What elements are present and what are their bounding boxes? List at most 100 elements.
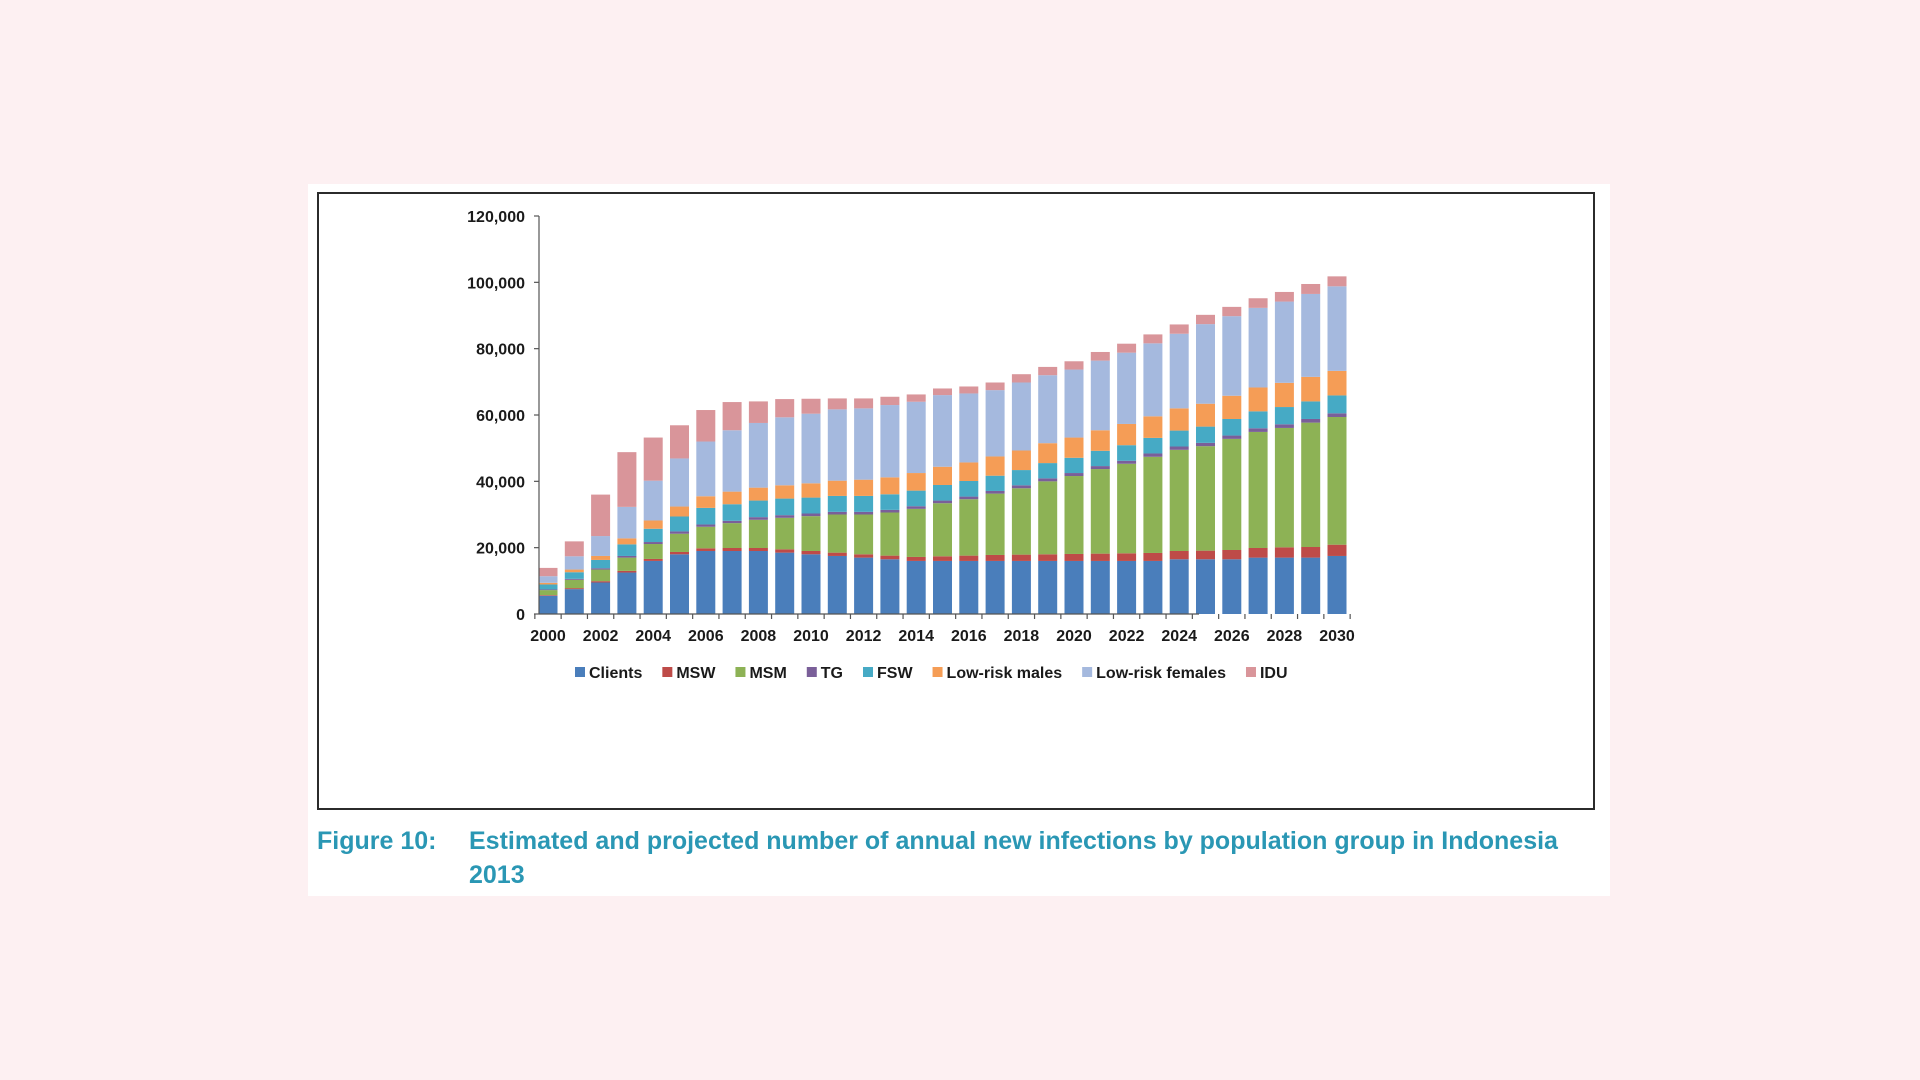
legend-label-idu: IDU [1260, 665, 1288, 682]
bar-segment-low-risk-males-2010 [801, 483, 821, 498]
bar-segment-msm-2014 [906, 508, 926, 557]
bar-segment-low-risk-females-2026 [1222, 316, 1242, 396]
bar-segment-msw-2005 [670, 551, 689, 555]
x-tick-label: 2030 [1319, 628, 1355, 645]
bar-segment-fsw-2022 [1117, 445, 1137, 461]
bar-segment-msw-2003 [617, 570, 637, 573]
bar-segment-msm-2023 [1143, 456, 1163, 553]
bar-segment-clients-2017 [985, 560, 1005, 614]
bar-segment-idu-2014 [906, 394, 926, 402]
axes-layer: 0 20,000 40,000 60,000 80,000 100,000 120,000 2… [467, 209, 1355, 645]
bar-segment-low-risk-males-2015 [933, 466, 952, 485]
bar-segment-fsw-2027 [1248, 411, 1268, 429]
bar-segment-fsw-2016 [959, 481, 979, 497]
legend-label-msm: MSM [749, 665, 786, 682]
bar-segment-low-risk-females-2003 [617, 506, 637, 539]
bar-segment-clients-2021 [1090, 560, 1110, 614]
bar-segment-msm-2010 [801, 516, 821, 551]
bar-segment-tg-2024 [1169, 446, 1189, 450]
bar-stack-2010 [801, 398, 821, 614]
bar-segment-idu-2015 [933, 388, 952, 396]
bar-segment-low-risk-males-2019 [1038, 443, 1058, 464]
bar-segment-low-risk-females-2022 [1117, 352, 1137, 424]
bar-segment-clients-2009 [775, 552, 795, 614]
bar-segment-msm-2017 [985, 493, 1005, 555]
bar-segment-tg-2025 [1196, 442, 1215, 447]
bar-segment-clients-2019 [1038, 560, 1058, 614]
bar-segment-idu-2022 [1117, 343, 1137, 353]
bar-segment-clients-2006 [696, 550, 716, 614]
bar-segment-low-risk-females-2023 [1143, 343, 1163, 417]
caption-text: Estimated and projected number of annual… [469, 827, 1558, 889]
bar-segment-clients-2025 [1196, 559, 1215, 614]
bar-segment-idu-2026 [1222, 306, 1242, 317]
bar-segment-low-risk-males-2005 [670, 506, 689, 517]
bar-segment-low-risk-males-2022 [1117, 423, 1137, 446]
bar-segment-idu-2024 [1169, 324, 1189, 334]
bar-segment-idu-2012 [854, 398, 874, 409]
bar-segment-tg-2007 [722, 520, 742, 524]
bar-segment-tg-2022 [1117, 460, 1137, 464]
x-tick-label: 2014 [898, 628, 934, 645]
legend-swatch-fsw [863, 667, 873, 677]
bar-segment-msm-2013 [880, 512, 900, 556]
bar-segment-idu-2006 [696, 410, 716, 442]
bar-stack-2008 [748, 401, 768, 614]
legend-label-clients: Clients [589, 665, 642, 682]
bar-segment-tg-2013 [880, 509, 900, 513]
bar-segment-low-risk-females-2007 [722, 430, 742, 492]
bar-segment-idu-2027 [1248, 298, 1268, 308]
bar-segment-msw-2014 [906, 556, 926, 561]
bar-segment-low-risk-females-2009 [775, 417, 795, 486]
bar-segment-idu-2025 [1196, 314, 1215, 325]
bar-segment-fsw-2004 [643, 528, 663, 543]
bar-segment-msw-2002 [591, 581, 611, 583]
legend-swatch-low-risk-males [932, 667, 943, 677]
bar-segment-msw-2011 [827, 552, 847, 556]
bar-stack-2002 [591, 494, 611, 614]
y-tick-label: 20,000 [476, 541, 525, 558]
bar-segment-low-risk-females-2018 [1011, 382, 1031, 451]
caption-label: Figure 10: [317, 827, 437, 855]
bar-segment-tg-2029 [1301, 418, 1321, 423]
bar-segment-msm-2027 [1248, 431, 1268, 548]
bar-stack-2027 [1248, 298, 1268, 614]
bar-segment-low-risk-males-2023 [1143, 416, 1163, 438]
bar-stack-2022 [1117, 343, 1137, 614]
bar-segment-low-risk-females-2008 [748, 422, 768, 488]
bar-segment-tg-2002 [591, 568, 611, 570]
bar-stack-2015 [933, 388, 952, 614]
bar-segment-fsw-2025 [1196, 426, 1215, 443]
bar-segment-low-risk-females-2028 [1274, 301, 1294, 383]
bar-segment-msw-2023 [1143, 552, 1163, 561]
legend-label-tg: TG [821, 665, 843, 682]
bar-segment-idu-2028 [1274, 291, 1294, 302]
bar-segment-clients-2023 [1143, 560, 1163, 614]
bar-stack-2014 [906, 394, 926, 614]
bar-segment-clients-2026 [1222, 559, 1242, 614]
bar-segment-tg-2008 [748, 517, 768, 520]
bar-segment-tg-2030 [1327, 413, 1347, 417]
bar-segment-low-risk-females-2002 [591, 536, 611, 556]
x-tick-label: 2004 [635, 628, 671, 645]
legend-swatch-low-risk-females [1082, 667, 1093, 677]
bar-segment-tg-2011 [827, 511, 847, 515]
bar-segment-clients-2030 [1327, 555, 1347, 614]
y-tick-label: 120,000 [467, 209, 525, 226]
bar-segment-tg-2019 [1038, 478, 1058, 482]
bar-segment-fsw-2009 [775, 498, 795, 516]
bar-segment-clients-2012 [854, 557, 874, 614]
bar-segment-clients-2010 [801, 554, 821, 614]
bar-segment-idu-2020 [1064, 361, 1084, 370]
bar-stack-2004 [643, 437, 663, 614]
bar-segment-msm-2024 [1169, 449, 1189, 551]
bar-stack-2021 [1090, 351, 1110, 614]
bar-segment-idu-2009 [775, 399, 795, 418]
bar-segment-low-risk-females-2010 [801, 413, 821, 484]
bar-segment-tg-2015 [933, 500, 952, 504]
bar-segment-low-risk-females-2015 [933, 395, 952, 467]
bar-segment-tg-2012 [854, 511, 874, 515]
bar-segment-fsw-2003 [617, 544, 637, 556]
bar-segment-low-risk-males-2000 [538, 582, 558, 585]
bar-segment-clients-2002 [591, 582, 611, 614]
